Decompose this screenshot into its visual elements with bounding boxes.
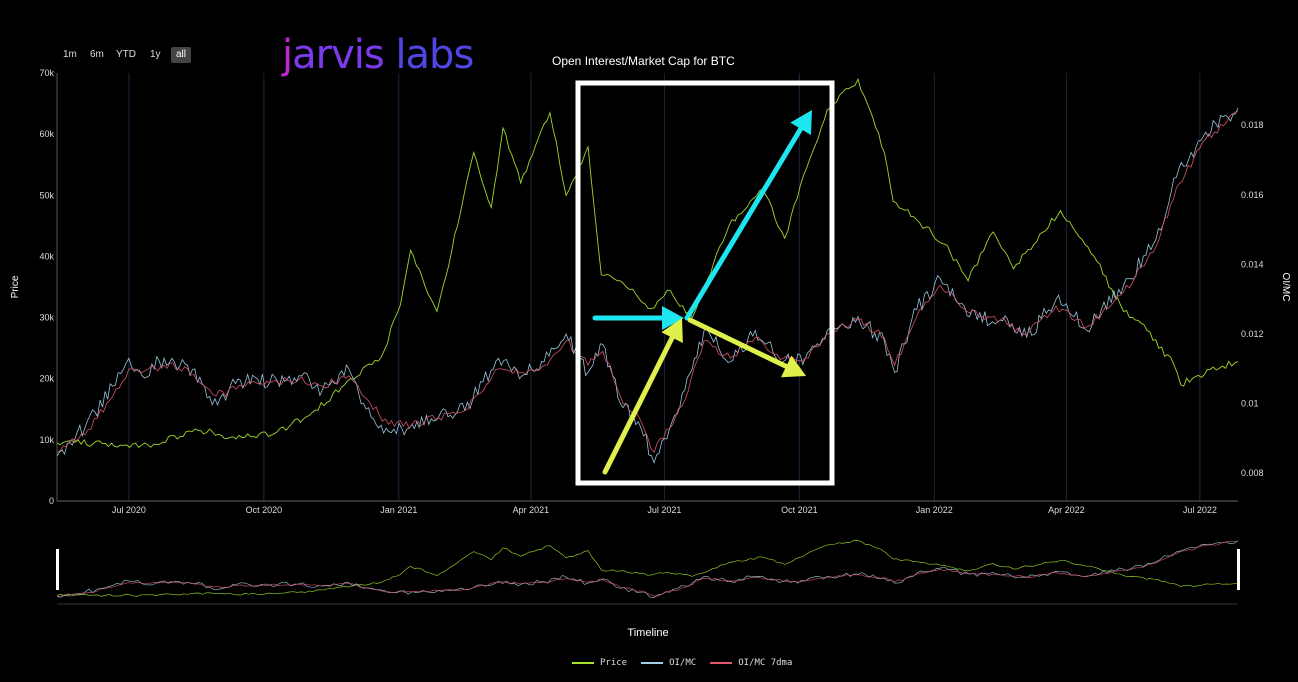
y-tick-label: 0: [49, 496, 54, 506]
y-tick-label: 50k: [39, 190, 54, 200]
cyan-arrow-up: [684, 110, 812, 321]
legend-swatch-price: [572, 662, 594, 664]
navigator-line-oi-mc: [56, 540, 1239, 599]
y-tick-label: 20k: [39, 374, 54, 384]
x-tick-label: Jan 2021: [380, 505, 417, 515]
yellow-arrow-down: [687, 317, 806, 378]
y-tick-label: 70k: [39, 68, 54, 78]
y2-tick-label: 0.016: [1241, 190, 1264, 200]
y2-tick-label: 0.012: [1241, 329, 1264, 339]
navigator-line-oi-mc-7dma: [56, 540, 1239, 597]
range-button-ytd[interactable]: YTD: [116, 49, 136, 60]
y2-tick-label: 0.01: [1241, 399, 1259, 409]
range-button-all[interactable]: all: [171, 47, 192, 63]
chart-title: Open Interest/Market Cap for BTC: [552, 54, 735, 68]
cyan-arrow-left-head: [662, 306, 684, 330]
x-tick-label: Oct 2020: [246, 505, 283, 515]
navigator-handle-left[interactable]: [56, 549, 59, 590]
yellow-arrow-up-shaft: [602, 335, 675, 475]
series-line-price: [56, 77, 1239, 449]
legend-item-price[interactable]: Price: [572, 658, 627, 668]
chart-legend: Price OI/MC OI/MC 7dma: [572, 658, 792, 668]
legend-label-oi-mc: OI/MC: [669, 658, 697, 668]
logo-part-1: j: [282, 32, 293, 78]
x-tick-label: Jan 2022: [916, 505, 953, 515]
legend-swatch-oi-mc: [641, 662, 664, 664]
x-tick-label: Jul 2021: [647, 505, 681, 515]
y2-axis-title: OI/MC: [1280, 273, 1291, 302]
y-axis-title: Price: [10, 275, 21, 298]
logo-part-2: arvis: [292, 32, 385, 78]
y-tick-label: 40k: [39, 251, 54, 261]
series-line-oi-mc-7dma: [56, 110, 1239, 454]
x-axis-title: Timeline: [627, 627, 668, 639]
navigator-line-price: [56, 539, 1239, 597]
y2-tick-label: 0.018: [1241, 120, 1264, 130]
x-tick-label: Apr 2022: [1048, 505, 1085, 515]
x-tick-label: Jul 2022: [1183, 505, 1217, 515]
navigator-handle-right[interactable]: [1237, 549, 1240, 590]
yellow-arrow-up: [602, 318, 683, 475]
y2-tick-label: 0.008: [1241, 468, 1264, 478]
legend-item-oi-mc-7dma[interactable]: OI/MC 7dma: [710, 658, 792, 668]
legend-swatch-oi-mc-7dma: [710, 662, 733, 664]
legend-label-price: Price: [600, 658, 628, 668]
range-button-6m[interactable]: 6m: [90, 49, 104, 60]
range-button-1m[interactable]: 1m: [63, 49, 77, 60]
x-tick-label: Jul 2020: [112, 505, 146, 515]
jarvis-labs-logo: jarvis labs: [282, 32, 474, 78]
cyan-arrow-up-head: [790, 110, 812, 136]
highlight-box: [575, 80, 835, 486]
y-tick-label: 60k: [39, 129, 54, 139]
yellow-arrow-up-head: [661, 318, 683, 344]
y-tick-label: 10k: [39, 435, 54, 445]
x-tick-label: Apr 2021: [513, 505, 550, 515]
yellow-arrow-down-shaft: [687, 317, 789, 369]
series-line-oi-mc: [56, 107, 1239, 464]
cyan-arrow-left: [592, 306, 684, 330]
y2-tick-label: 0.014: [1241, 259, 1264, 269]
yellow-arrow-down-head: [780, 355, 806, 378]
logo-part-3: labs: [383, 32, 474, 78]
y-tick-label: 30k: [39, 313, 54, 323]
range-button-1y[interactable]: 1y: [150, 49, 161, 60]
legend-label-oi-mc-7dma: OI/MC 7dma: [738, 658, 793, 668]
cyan-arrow-up-shaft: [684, 126, 804, 321]
legend-item-oi-mc[interactable]: OI/MC: [641, 658, 696, 668]
x-tick-label: Oct 2021: [781, 505, 818, 515]
